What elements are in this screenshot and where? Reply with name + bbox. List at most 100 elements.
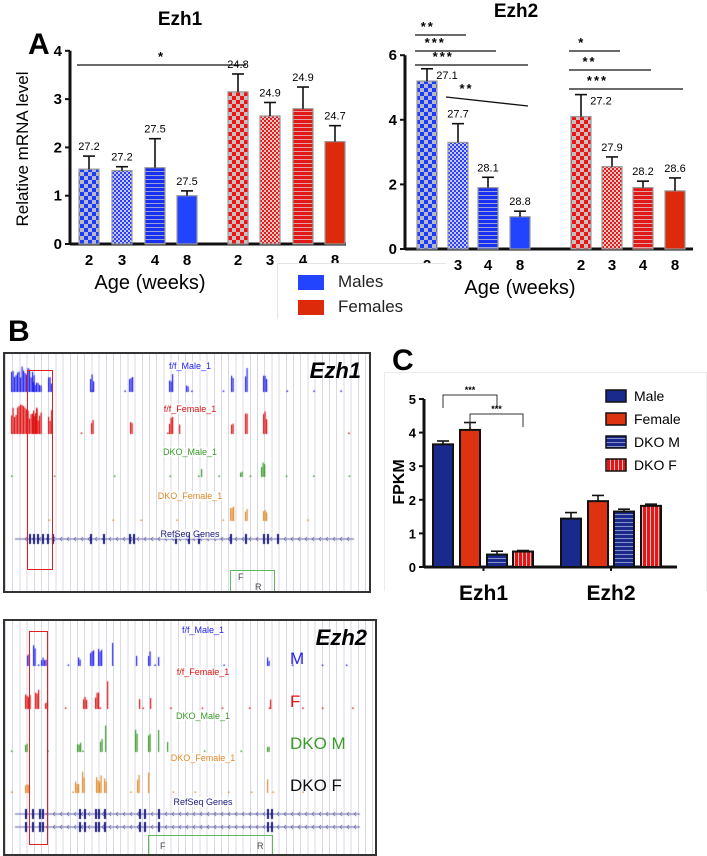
x-axis-label: Age (weeks) (464, 277, 575, 299)
ct-annotation: 24.9 (292, 72, 313, 84)
bar (259, 115, 281, 245)
track-label-refseq: RefSeq Genes (160, 529, 220, 539)
ct-annotation: 27.7 (447, 109, 468, 121)
legend-swatch-males (298, 274, 324, 290)
track-label-female: f/f_Female_1 (163, 404, 217, 414)
side-label-dko-m: DKO M (290, 734, 346, 753)
significance-label: ** (421, 19, 435, 34)
significance-label: *** (425, 35, 446, 50)
highlight-box-deleted-exon (27, 370, 53, 570)
bar (601, 166, 623, 250)
panel-label-c: C (392, 344, 414, 377)
bar (324, 141, 346, 245)
significance-label: * (158, 49, 165, 64)
significance-label: ** (582, 54, 596, 69)
x-tick-label: 8 (331, 252, 339, 269)
chart-ezh1-mrna: Ezh10123427.2227.2327.5427.5824.8224.932… (13, 9, 346, 294)
y-tick-label: 0 (389, 241, 397, 258)
y-tick-label: 1 (54, 188, 62, 205)
significance-line (445, 96, 529, 107)
coverage-tracks (5, 354, 369, 591)
primer-forward: F (238, 572, 244, 582)
ct-annotation: 28.2 (632, 166, 653, 178)
legend-item-males: Males (298, 272, 383, 292)
x-tick-label: 2 (85, 252, 93, 269)
ct-annotation: 27.2 (111, 152, 132, 164)
y-tick-label: 0 (54, 236, 62, 253)
bar (292, 108, 314, 245)
y-tick-label: 6 (389, 47, 397, 64)
chart-title: Ezh2 (494, 1, 538, 22)
x-tick-label: 8 (183, 252, 191, 269)
legend-swatch-females (298, 299, 324, 315)
highlight-box-deleted-exon (29, 631, 48, 845)
bar (227, 91, 249, 245)
y-tick-label: 3 (54, 91, 62, 108)
highlight-box-primers (148, 835, 273, 854)
group-label: Ezh1 (459, 582, 508, 605)
track-label-male: f/f_Male_1 (181, 625, 225, 635)
side-label-dko-f: DKO F (290, 776, 342, 795)
track-label-dko-male: DKO_Male_1 (175, 711, 231, 721)
track-label-male: f/f_Male_1 (168, 361, 212, 371)
x-tick-label: 2 (577, 257, 585, 274)
track-label-female: f/f_Female_1 (176, 667, 230, 677)
legend-swatch (605, 435, 627, 449)
chart-fpkm: 0 1 2 3 4 5 FPKM Ezh1 Ezh2 *** *** Male Female DKO M D… (391, 385, 681, 605)
legend-swatch (605, 412, 627, 426)
ct-annotation: 27.5 (176, 176, 197, 188)
primer-forward: F (160, 841, 166, 851)
x-axis-label: Age (weeks) (94, 272, 205, 294)
legend-swatch (605, 389, 627, 403)
y-tick-label: 2 (409, 493, 416, 508)
legend-label: Female (634, 411, 681, 427)
y-tick-label: 0 (409, 560, 416, 575)
ct-annotation: 27.1 (436, 70, 457, 82)
y-axis-label: Relative mRNA level (13, 72, 32, 227)
legend-label: DKO M (634, 434, 680, 450)
panel-c-frame (384, 372, 707, 591)
y-tick-label: 4 (409, 426, 417, 441)
primer-reverse: R (255, 582, 262, 592)
x-tick-label: 3 (266, 252, 274, 269)
bar (509, 216, 531, 250)
bar (447, 141, 469, 250)
chart-title: Ezh1 (158, 9, 203, 30)
side-label-f: F (290, 692, 301, 711)
legend-item-females: Females (298, 297, 403, 317)
panel-label-a: A (28, 28, 50, 61)
legend-sex: Males Females (277, 263, 446, 319)
significance-bracket (469, 413, 524, 427)
bar (144, 167, 166, 245)
x-tick-label: 3 (608, 257, 616, 274)
legend-label: Male (634, 388, 665, 404)
x-tick-label: 4 (484, 257, 493, 274)
y-tick-label: 3 (409, 459, 416, 474)
highlight-box-primers (230, 570, 275, 591)
track-label-dko-male: DKO_Male_1 (162, 447, 218, 457)
coverage-tracks (5, 621, 375, 854)
legend-label-males: Males (338, 272, 384, 291)
ct-annotation: 28.1 (477, 162, 498, 174)
significance-label: *** (433, 49, 454, 64)
significance-bracket (442, 394, 498, 408)
significance-label: *** (587, 73, 608, 88)
significance-label: *** (465, 385, 476, 395)
ct-annotation: 28.6 (664, 163, 685, 175)
bar (570, 115, 592, 250)
y-tick-label: 5 (409, 392, 416, 407)
primer-reverse: R (257, 841, 264, 851)
legend-label: DKO F (634, 457, 677, 473)
legend-label-females: Females (338, 297, 404, 316)
y-tick-label: 2 (54, 139, 62, 156)
x-tick-label: 4 (151, 252, 160, 269)
ct-annotation: 27.9 (601, 142, 622, 154)
x-tick-label: 2 (234, 252, 242, 269)
ct-annotation: 27.2 (590, 96, 611, 108)
bar (477, 187, 499, 250)
y-tick-label: 4 (54, 43, 63, 60)
y-tick-label: 1 (409, 526, 416, 541)
panel-label-b: B (8, 315, 30, 348)
bar (176, 195, 198, 245)
